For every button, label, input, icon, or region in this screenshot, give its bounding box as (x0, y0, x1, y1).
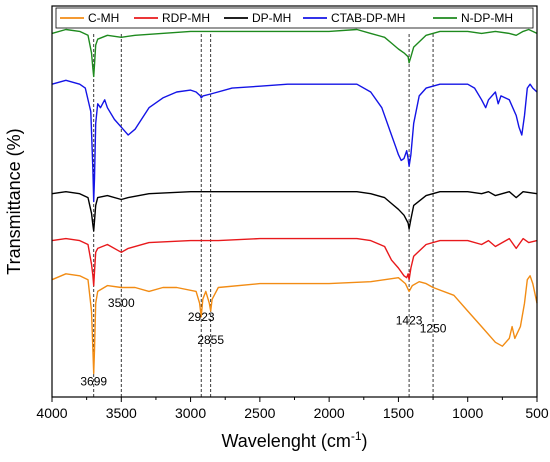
legend-label-c-mh: C-MH (88, 11, 119, 25)
y-axis-title: Transmittance (%) (4, 128, 24, 274)
series-line-c-mh (51, 273, 538, 375)
legend-label-ctab-dp-mh: CTAB-DP-MH (331, 11, 405, 25)
x-tick-label-3000: 3000 (175, 405, 206, 421)
annotation-2923: 2923 (188, 310, 215, 324)
annotation-3699: 3699 (80, 374, 107, 388)
x-tick-label-2500: 2500 (244, 405, 275, 421)
annotation-1423: 1423 (396, 314, 423, 328)
legend-label-dp-mh: DP-MH (252, 11, 291, 25)
series-line-ctab-dp-mh (51, 79, 538, 203)
series-line-n-dp-mh (51, 28, 538, 78)
legend-label-n-dp-mh: N-DP-MH (461, 11, 513, 25)
x-axis-title: Wavelenght (cm-1) (221, 429, 367, 451)
plot-frame (51, 5, 538, 398)
x-tick-label-3500: 3500 (106, 405, 137, 421)
annotation-1250: 1250 (420, 321, 447, 335)
annotation-2855: 2855 (197, 333, 224, 347)
x-tick-label-4000: 4000 (36, 405, 67, 421)
series-lines (51, 28, 538, 375)
x-axis-title-sup: -1 (351, 429, 362, 443)
x-tick-label-500: 500 (525, 405, 549, 421)
x-axis-title-main: Wavelenght (cm (221, 431, 350, 451)
series-line-rdp-mh (51, 237, 538, 287)
x-axis-ticks: 4000 3500 3000 2500 2000 1500 1000 500 (36, 397, 549, 421)
legend-label-rdp-mh: RDP-MH (162, 11, 210, 25)
reference-lines (93, 34, 434, 397)
legend: C-MH RDP-MH DP-MH CTAB-DP-MH N-DP-MH (55, 7, 534, 29)
annotation-3500: 3500 (108, 296, 135, 310)
x-tick-label-1500: 1500 (383, 405, 414, 421)
x-tick-label-2000: 2000 (314, 405, 345, 421)
x-axis-title-end: ) (362, 431, 368, 451)
legend-box (55, 7, 534, 29)
x-tick-label-1000: 1000 (452, 405, 483, 421)
series-line-dp-mh (51, 191, 538, 232)
